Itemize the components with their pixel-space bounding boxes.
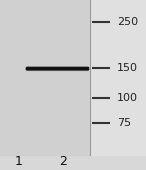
Bar <box>26 68 88 69</box>
Bar <box>26 67 88 68</box>
Text: 100: 100 <box>117 93 138 103</box>
Text: 2: 2 <box>59 156 67 168</box>
Bar <box>26 68 88 69</box>
Bar <box>26 66 88 67</box>
Bar <box>90 0 146 155</box>
Text: 75: 75 <box>117 118 131 128</box>
Bar <box>26 69 88 70</box>
Bar <box>0 0 90 155</box>
Bar <box>26 66 88 67</box>
Bar <box>26 67 88 68</box>
Text: 1: 1 <box>15 156 23 168</box>
Text: 250: 250 <box>117 17 138 27</box>
Bar <box>26 69 88 70</box>
Text: 150: 150 <box>117 63 138 73</box>
